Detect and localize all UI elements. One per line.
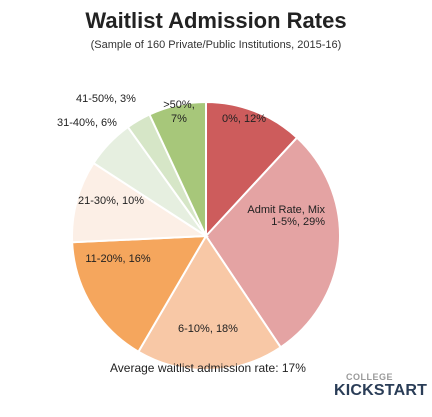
- pie-slice-1120: [71, 234, 208, 354]
- pie-slice-610: [137, 234, 283, 371]
- logo-main-text: KICKSTART: [334, 382, 428, 399]
- legend-title-label: Admit Rate, Mix: [247, 204, 325, 216]
- slice-label: 7%: [171, 113, 187, 125]
- pie-slice-15: [204, 136, 341, 349]
- college-kickstart-logo: COLLEGE KICKSTART: [326, 372, 427, 406]
- pie-slices: [71, 100, 341, 371]
- chart-subtitle: (Sample of 160 Private/Public Institutio…: [90, 39, 342, 51]
- slice-label: 31-40%, 6%: [57, 117, 117, 129]
- slice-label: 41-50%, 3%: [76, 93, 136, 105]
- logo-top-text: COLLEGE: [346, 372, 394, 382]
- average-annotation: Average waitlist admission rate: 17%: [110, 361, 306, 375]
- slice-label: >50%,: [163, 99, 195, 111]
- slice-label: 1-5%, 29%: [271, 216, 325, 228]
- pie-slice-50: [148, 100, 207, 237]
- pie-slice-2130: [71, 161, 210, 244]
- slice-label: 21-30%, 10%: [78, 195, 144, 207]
- chart-title: Waitlist Admission Rates: [85, 8, 347, 33]
- slice-label: 11-20%, 16%: [85, 253, 150, 265]
- slice-label: 0%, 12%: [222, 113, 266, 125]
- pie-slice-0: [205, 100, 299, 239]
- slice-label: 6-10%, 18%: [178, 323, 238, 335]
